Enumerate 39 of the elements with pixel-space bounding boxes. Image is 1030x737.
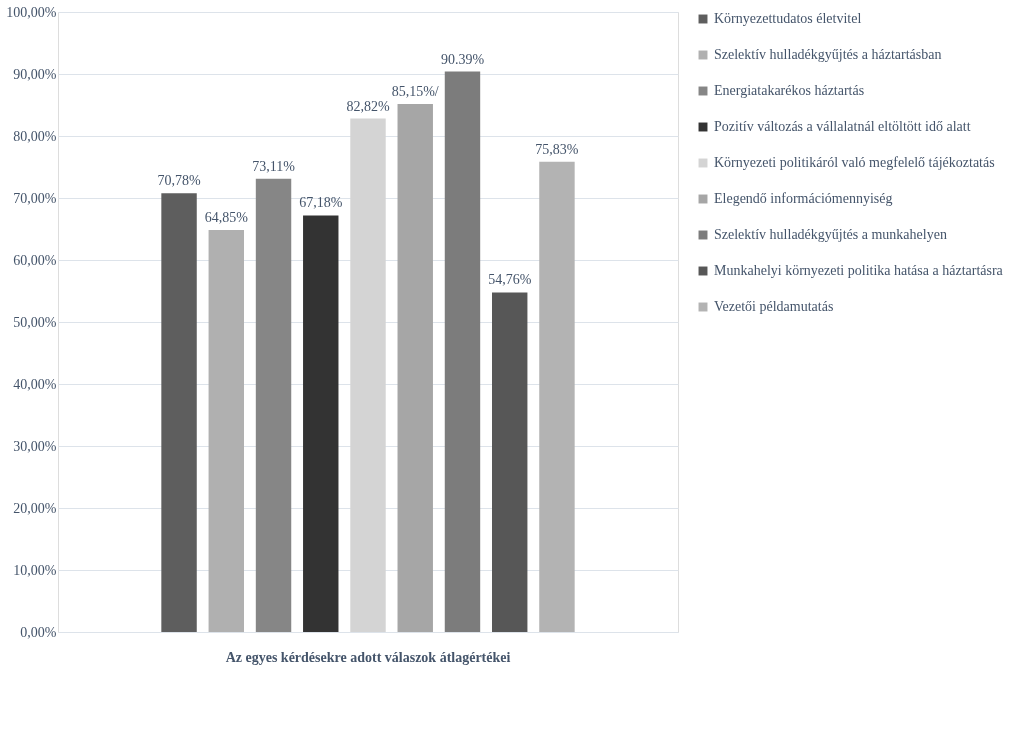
y-tick-label: 0,00% xyxy=(20,624,57,640)
data-label: 73,11% xyxy=(252,158,296,174)
bar xyxy=(161,193,197,632)
legend-label: Energiatakarékos háztartás xyxy=(714,83,865,98)
bar xyxy=(397,104,433,632)
y-tick-label: 80,00% xyxy=(13,128,57,144)
data-label: 75,83% xyxy=(535,141,579,157)
y-tick-label: 30,00% xyxy=(13,438,57,454)
bar xyxy=(208,229,244,632)
legend-label: Pozitív változás a vállalatnál eltöltött idő alatt xyxy=(714,119,971,134)
bar xyxy=(255,178,292,632)
x-tick-label: Az egyes kérdésekre adott válaszok átlagértékei xyxy=(225,649,511,665)
y-tick-label: 40,00% xyxy=(13,376,57,392)
y-tick-label: 90,00% xyxy=(13,66,57,82)
legend-label: Elegendő információmennyiség xyxy=(714,191,893,206)
legend-label: Munkahelyi környezeti politika hatása a háztartásra xyxy=(714,263,1004,278)
data-label: 67,18% xyxy=(299,195,343,211)
bar xyxy=(492,292,528,632)
legend-label: Környezettudatos életvitel xyxy=(714,11,862,26)
data-label: 85,15%/ xyxy=(391,84,439,100)
y-tick-label: 100,00% xyxy=(6,4,57,20)
data-label: 90.39% xyxy=(440,51,485,67)
data-label: 70,78% xyxy=(157,173,201,189)
y-tick-label: 50,00% xyxy=(13,314,57,330)
bar xyxy=(539,161,575,632)
y-tick-label: 60,00% xyxy=(13,252,57,268)
y-tick-label: 70,00% xyxy=(13,190,57,206)
bar xyxy=(444,71,481,632)
bar xyxy=(303,215,339,632)
data-label: 64,85% xyxy=(204,209,249,225)
y-tick-label: 20,00% xyxy=(13,500,57,516)
data-label: 82,82% xyxy=(346,98,390,114)
bar xyxy=(350,118,386,632)
y-tick-label: 10,00% xyxy=(13,562,57,578)
legend-label: Vezetői példamutatás xyxy=(714,299,834,314)
legend-label: Környezeti politikáról való megfelelő tájékoztatás xyxy=(714,155,995,170)
legend-label: Szelektív hulladékgyűjtés a munkahelyen xyxy=(714,227,947,242)
data-label: 54,76% xyxy=(488,272,532,288)
legend-label: Szelektív hulladékgyűjtés a háztartásban xyxy=(714,47,942,62)
